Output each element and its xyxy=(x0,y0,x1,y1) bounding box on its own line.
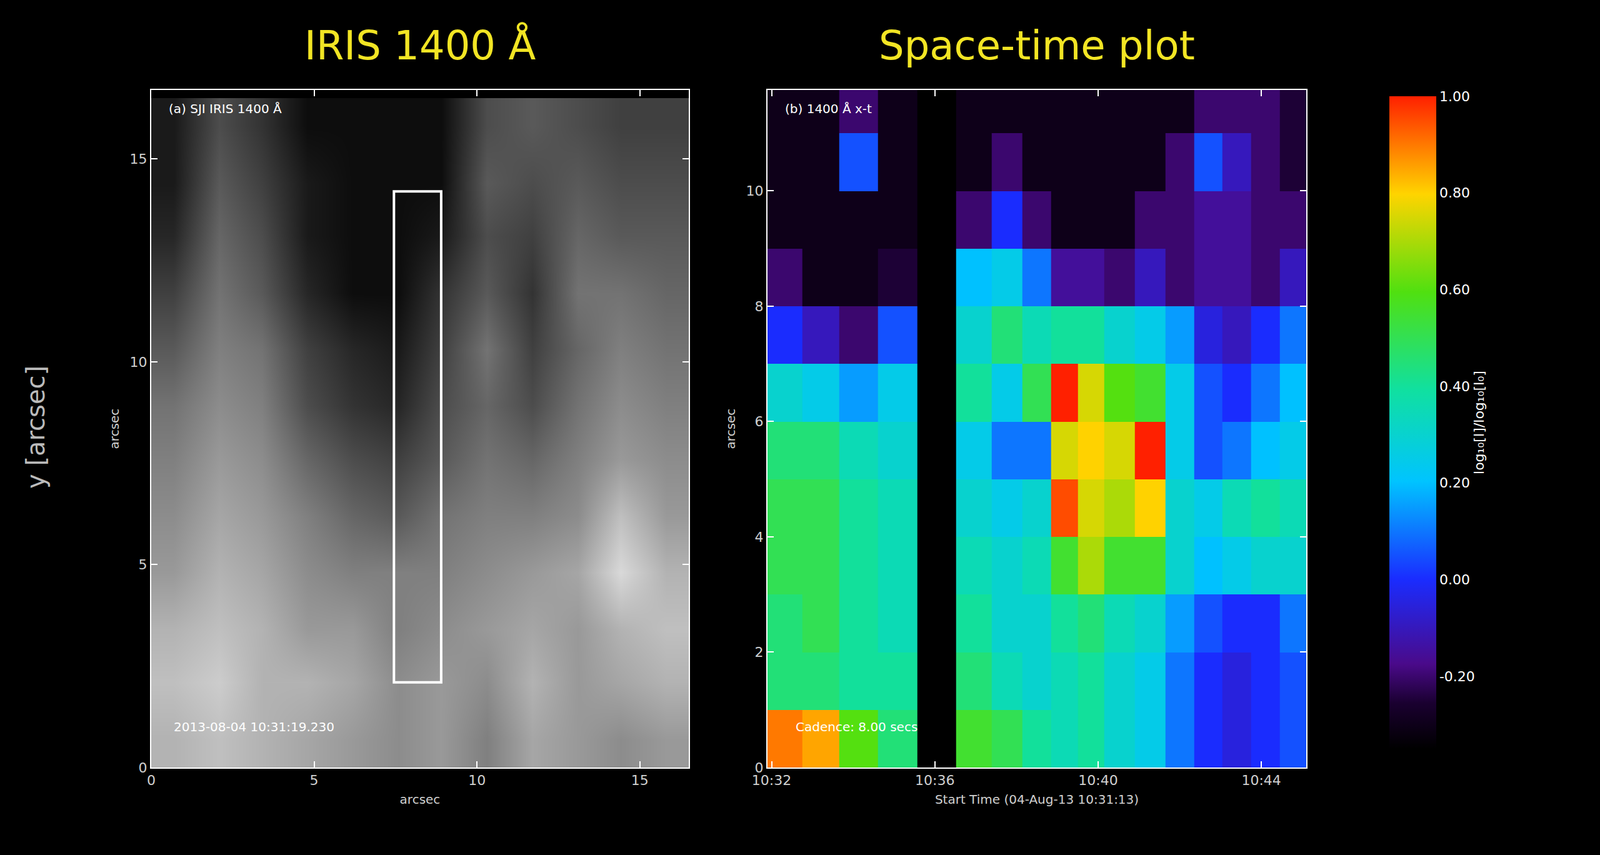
svg-text:log₁₀[I]/log₁₀[I₀]: log₁₀[I]/log₁₀[I₀] xyxy=(1471,370,1487,475)
svg-text:15: 15 xyxy=(631,772,649,789)
svg-text:(b) 1400 Å x-t: (b) 1400 Å x-t xyxy=(785,101,872,117)
svg-text:0.40: 0.40 xyxy=(1439,378,1470,395)
svg-text:0: 0 xyxy=(755,760,764,776)
svg-text:10: 10 xyxy=(746,183,764,199)
svg-text:(a) SJI IRIS 1400 Å: (a) SJI IRIS 1400 Å xyxy=(168,101,282,117)
svg-text:6: 6 xyxy=(755,413,764,430)
svg-text:10:40: 10:40 xyxy=(1078,772,1118,789)
svg-text:Start Time (04-Aug-13 10:31:13: Start Time (04-Aug-13 10:31:13) xyxy=(935,791,1139,807)
svg-text:arcsec: arcsec xyxy=(400,791,441,807)
svg-text:2013-08-04 10:31:19.230: 2013-08-04 10:31:19.230 xyxy=(173,719,335,735)
svg-text:Cadence: 8.00 secs: Cadence: 8.00 secs xyxy=(795,719,918,735)
svg-text:0: 0 xyxy=(146,772,156,789)
svg-text:5: 5 xyxy=(310,772,319,789)
svg-text:1.00: 1.00 xyxy=(1439,88,1470,105)
svg-text:arcsec: arcsec xyxy=(723,408,739,450)
svg-text:5: 5 xyxy=(138,556,148,573)
svg-text:2: 2 xyxy=(755,644,764,660)
svg-text:4: 4 xyxy=(755,529,764,545)
svg-text:8: 8 xyxy=(755,298,764,315)
svg-text:-0.20: -0.20 xyxy=(1439,668,1475,685)
svg-text:0.60: 0.60 xyxy=(1439,281,1470,298)
svg-text:0.20: 0.20 xyxy=(1439,475,1470,491)
svg-text:0: 0 xyxy=(138,760,148,776)
svg-text:10:44: 10:44 xyxy=(1241,772,1281,789)
svg-text:IRIS 1400 Å: IRIS 1400 Å xyxy=(304,21,536,69)
svg-text:10:32: 10:32 xyxy=(751,772,792,789)
svg-text:0.80: 0.80 xyxy=(1439,185,1470,201)
svg-text:y [arcsec]: y [arcsec] xyxy=(21,365,50,489)
svg-text:10: 10 xyxy=(468,772,486,789)
svg-text:arcsec: arcsec xyxy=(106,408,122,450)
svg-text:10:36: 10:36 xyxy=(915,772,955,789)
svg-text:0.00: 0.00 xyxy=(1439,571,1470,588)
svg-text:10: 10 xyxy=(130,354,148,370)
svg-text:Space-time plot: Space-time plot xyxy=(878,22,1195,69)
svg-text:15: 15 xyxy=(130,151,148,167)
